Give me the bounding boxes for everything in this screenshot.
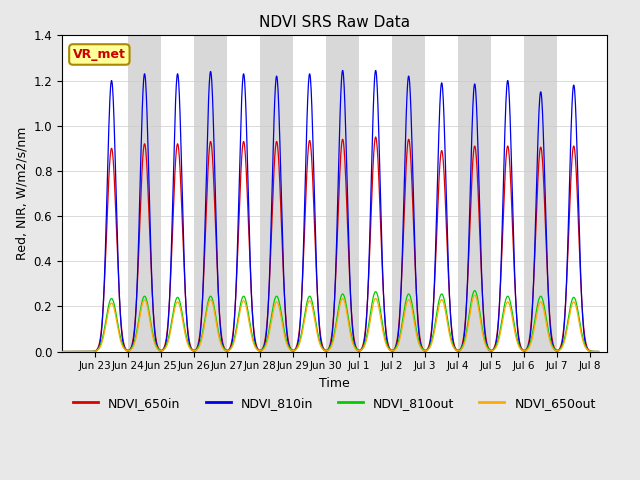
- Bar: [392, 36, 425, 351]
- Text: VR_met: VR_met: [73, 48, 126, 61]
- X-axis label: Time: Time: [319, 377, 350, 390]
- Bar: [260, 36, 293, 351]
- Bar: [458, 36, 492, 351]
- Legend: NDVI_650in, NDVI_810in, NDVI_810out, NDVI_650out: NDVI_650in, NDVI_810in, NDVI_810out, NDV…: [68, 392, 600, 415]
- Y-axis label: Red, NIR, W/m2/s/nm: Red, NIR, W/m2/s/nm: [15, 127, 28, 260]
- Bar: [326, 36, 359, 351]
- Bar: [194, 36, 227, 351]
- Bar: [128, 36, 161, 351]
- Title: NDVI SRS Raw Data: NDVI SRS Raw Data: [259, 15, 410, 30]
- Bar: [524, 36, 557, 351]
